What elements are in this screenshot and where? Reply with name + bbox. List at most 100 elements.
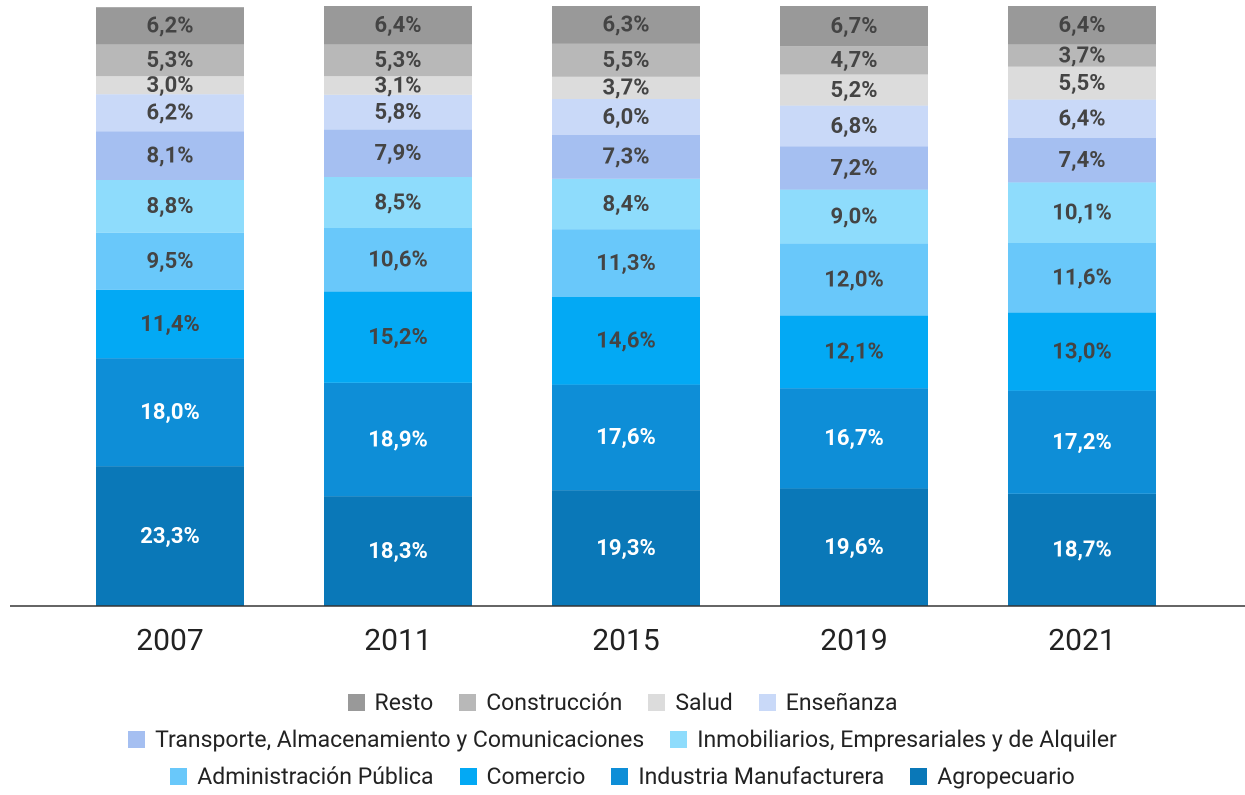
value-label: 23,3%	[140, 524, 200, 549]
value-label: 15,2%	[368, 325, 428, 350]
value-label: 18,0%	[140, 400, 200, 425]
x-tick-label: 2019	[820, 623, 887, 658]
bar-segment	[1008, 493, 1156, 606]
chart: 23,3% 18,0% 11,4% 9,5% 8,8% 8,1% 6,2% 3,0%5,3% 6…	[10, 6, 1245, 658]
bar-segment	[780, 388, 928, 489]
legend-label: Administración Pública	[197, 763, 434, 790]
bar-segment	[324, 382, 472, 497]
value-label: 5,5%	[1059, 71, 1106, 96]
value-label: 10,1%	[1052, 201, 1112, 226]
bar-segment	[1008, 182, 1156, 243]
bar-segment	[1008, 390, 1156, 494]
legend-row: Resto Construcción Salud Enseñanza	[0, 684, 1245, 721]
bar-segment	[780, 74, 928, 106]
legend-label: Inmobiliarios, Empresariales y de Alquil…	[697, 726, 1117, 753]
x-tick-label: 2021	[1048, 623, 1115, 658]
legend-label: Comercio	[486, 763, 586, 790]
bar-segment	[780, 6, 928, 47]
legend-label: Construcción	[486, 689, 623, 716]
value-label: 10,6%	[368, 248, 428, 273]
legend-label: Agropecuario	[937, 763, 1075, 790]
value-label: 11,3%	[596, 251, 656, 276]
value-label: 6,4%	[375, 13, 422, 38]
legend-row: Administración Pública Comercio Industria …	[0, 758, 1245, 795]
bar-segment	[96, 466, 244, 606]
bar-segment	[780, 46, 928, 75]
value-label: 6,2%	[147, 101, 194, 126]
legend-swatch	[670, 731, 688, 748]
legend-label: Enseñanza	[785, 689, 898, 716]
value-label: 9,0%	[831, 204, 878, 229]
legend-item: Salud	[648, 689, 733, 716]
x-tick-label: 2007	[136, 623, 203, 658]
value-label: 6,2%	[147, 14, 194, 39]
bar-segment	[324, 177, 472, 228]
value-label: 18,9%	[368, 427, 428, 452]
value-label: 12,1%	[824, 340, 884, 365]
legend-item: Agropecuario	[910, 763, 1075, 790]
bar-segment	[1008, 66, 1156, 100]
bar-segment	[552, 6, 700, 44]
legend-item: Enseñanza	[758, 689, 898, 716]
value-label: 4,7%	[831, 48, 878, 73]
bar-segment	[324, 94, 472, 130]
value-label: 7,4%	[1059, 148, 1106, 173]
value-label: 6,7%	[831, 14, 878, 39]
legend: Resto Construcción Salud Enseñanza Transport…	[0, 684, 1245, 795]
bar-segment	[780, 189, 928, 244]
legend-swatch	[910, 768, 928, 785]
bar-segment	[96, 76, 244, 95]
bar-segment	[780, 146, 928, 190]
legend-item: Transporte, Almacenamiento y Comunicacio…	[128, 726, 644, 753]
bar-segment	[324, 44, 472, 77]
bar-segment	[324, 76, 472, 95]
value-label: 5,5%	[603, 48, 650, 73]
value-label: 6,8%	[831, 114, 878, 139]
value-label: 16,7%	[824, 426, 884, 451]
legend-swatch	[758, 694, 776, 711]
bar-segment	[324, 496, 472, 606]
bar-segment	[780, 315, 928, 389]
value-label: 9,5%	[147, 249, 194, 274]
bar-segment	[552, 178, 700, 230]
bar-segment	[96, 7, 244, 45]
bar-segment	[552, 384, 700, 491]
legend-label: Industria Manufacturera	[638, 763, 885, 790]
value-label: 11,4%	[140, 312, 200, 337]
value-label: 8,1%	[147, 144, 194, 169]
legend-swatch	[128, 731, 146, 748]
value-label: 17,2%	[1052, 430, 1112, 455]
legend-swatch	[611, 768, 629, 785]
value-label: 6,3%	[603, 13, 650, 38]
bar-segment	[1008, 6, 1156, 45]
value-label: 6,4%	[1059, 13, 1106, 38]
legend-swatch	[459, 694, 477, 711]
legend-item: Inmobiliarios, Empresariales y de Alquil…	[670, 726, 1117, 753]
value-label: 14,6%	[596, 329, 656, 354]
bar-segment	[552, 43, 700, 77]
value-label: 5,3%	[147, 48, 194, 73]
legend-swatch	[347, 694, 365, 711]
value-label: 5,8%	[375, 100, 422, 125]
value-label: 3,7%	[603, 76, 650, 101]
value-label: 18,3%	[368, 539, 428, 564]
bar-segment	[780, 105, 928, 147]
bar-segment	[96, 232, 244, 290]
bar-segment	[1008, 44, 1156, 67]
legend-swatch	[648, 694, 666, 711]
bar-segment	[96, 94, 244, 132]
value-label: 3,7%	[1059, 43, 1106, 68]
bar-segment	[96, 131, 244, 180]
value-label: 19,6%	[824, 535, 884, 560]
legend-swatch	[170, 768, 188, 785]
bar-segment	[96, 289, 244, 359]
legend-item: Comercio	[459, 763, 586, 790]
value-label: 11,6%	[1052, 266, 1112, 291]
bar-segment	[324, 291, 472, 383]
bar-segment	[552, 297, 700, 385]
bar-segment	[324, 129, 472, 177]
value-label: 8,8%	[147, 194, 194, 219]
value-label: 3,0%	[147, 73, 194, 98]
bar-segment	[780, 488, 928, 606]
